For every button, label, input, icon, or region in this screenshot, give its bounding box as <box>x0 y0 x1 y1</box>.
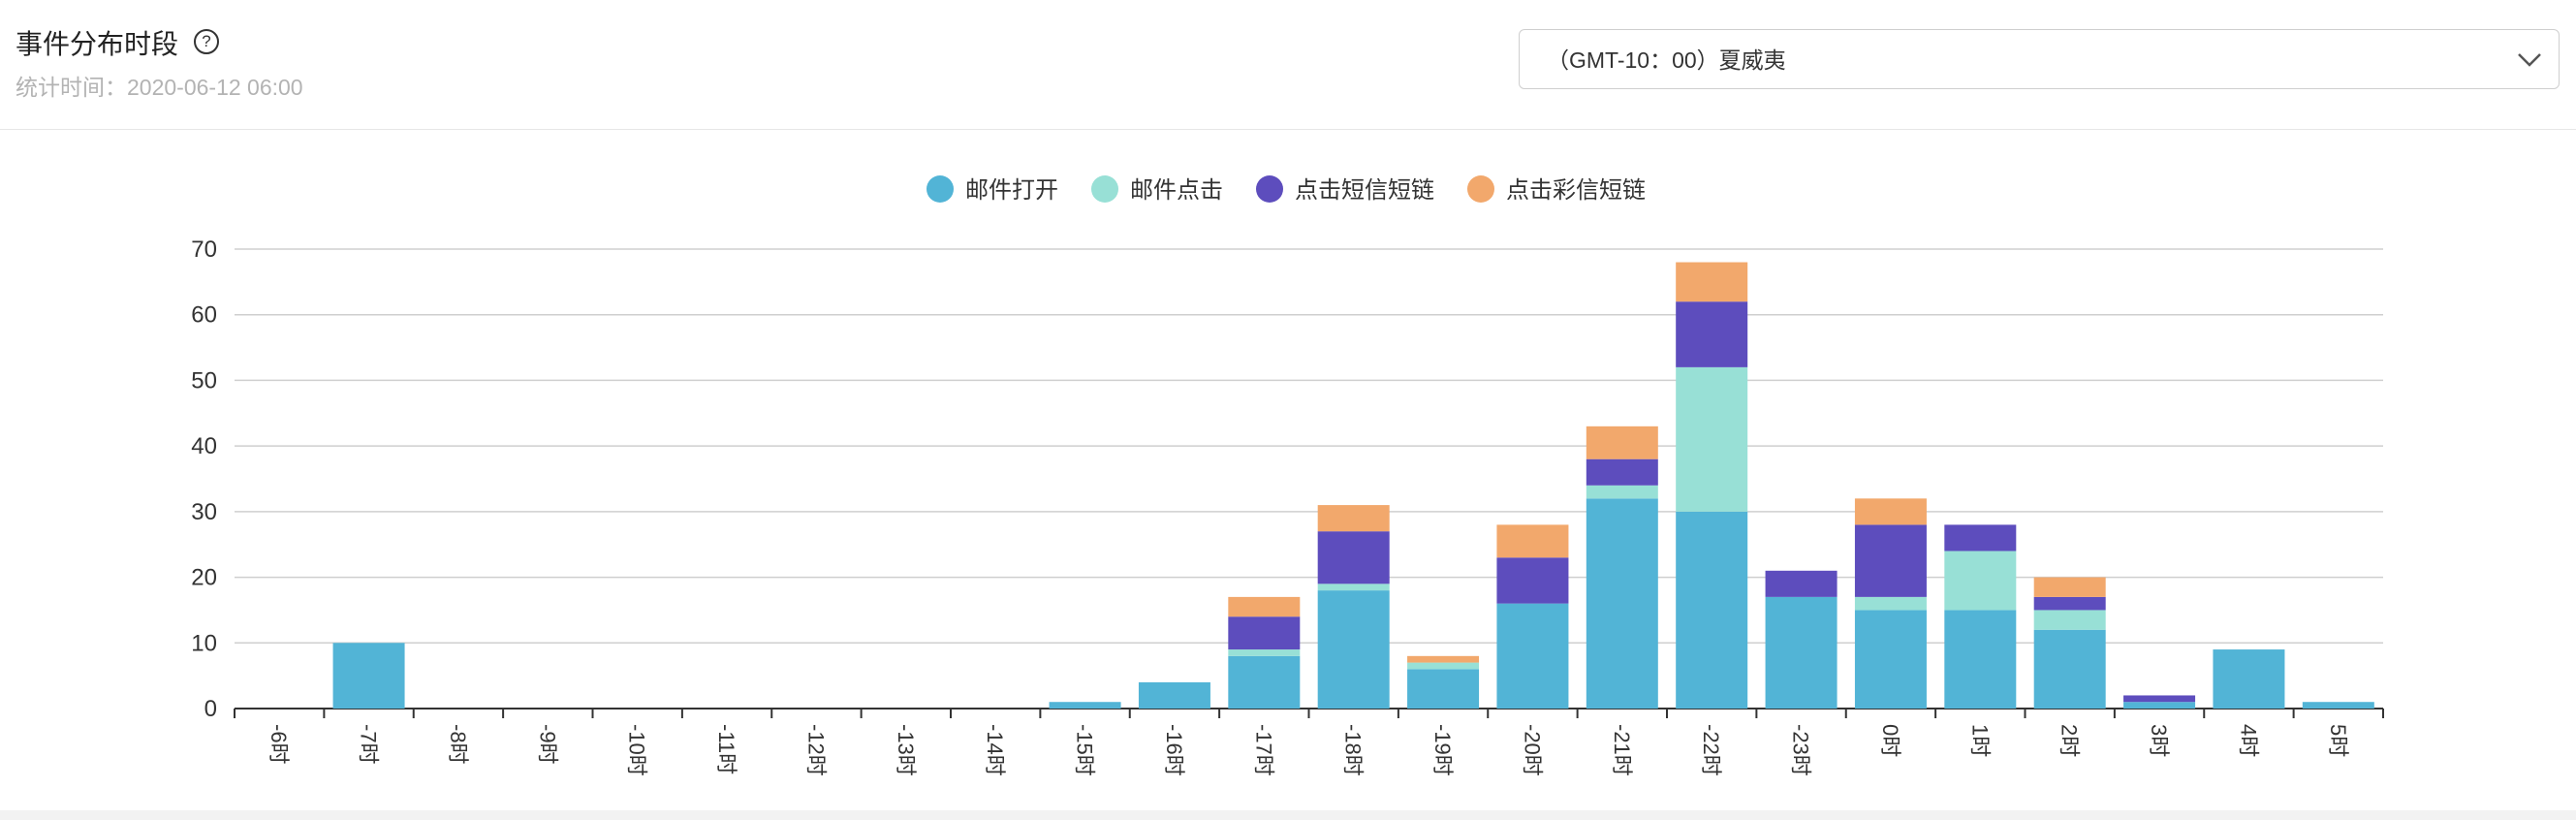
legend-item[interactable]: 点击彩信短链 <box>1467 175 1646 204</box>
x-tick-label: -6时 <box>267 724 291 765</box>
legend-label: 点击彩信短链 <box>1506 177 1646 204</box>
bar-segment[interactable] <box>1317 505 1390 532</box>
y-tick-label: 40 <box>191 433 217 459</box>
y-tick-label: 70 <box>191 237 217 263</box>
bar-segment[interactable] <box>1317 590 1390 709</box>
bar-segment[interactable] <box>1676 366 1748 512</box>
bar-segment[interactable] <box>1496 603 1569 709</box>
bar-segment[interactable] <box>2033 577 2106 597</box>
bar-segment[interactable] <box>2123 702 2196 709</box>
legend-label: 点击短信短链 <box>1295 177 1434 204</box>
bar-segment[interactable] <box>1586 426 1658 459</box>
bar-segment[interactable] <box>1317 583 1390 591</box>
y-tick-label: 30 <box>191 499 217 525</box>
bar-segment[interactable] <box>1407 669 1480 709</box>
header: 事件分布时段 ? 统计时间：2020-06-12 06:00 （GMT-10：0… <box>0 0 2576 130</box>
x-tick-label: -13时 <box>894 724 918 776</box>
bar-segment[interactable] <box>2302 702 2374 709</box>
x-tick-label: -15时 <box>1073 724 1097 776</box>
bar-segment[interactable] <box>1317 531 1390 584</box>
bar-segment[interactable] <box>1228 655 1301 709</box>
x-tick-label: -21时 <box>1610 724 1634 776</box>
bar-segment[interactable] <box>1586 458 1658 486</box>
legend-item[interactable]: 邮件点击 <box>1091 175 1223 204</box>
y-tick-label: 50 <box>191 367 217 394</box>
x-tick-label: -16时 <box>1162 724 1186 776</box>
legend-item[interactable]: 邮件打开 <box>927 175 1058 204</box>
bar-segment[interactable] <box>1407 662 1480 670</box>
x-tick-label: 1时 <box>1967 724 1992 757</box>
x-tick-label: -18时 <box>1341 724 1366 776</box>
bar-segment[interactable] <box>1496 524 1569 558</box>
timezone-value: （GMT-10：00）夏威夷 <box>1547 47 1786 73</box>
x-tick-label: -20时 <box>1520 724 1544 776</box>
legend-marker <box>1467 175 1494 203</box>
x-tick-label: -8时 <box>446 724 470 765</box>
bar-segment[interactable] <box>2123 695 2196 703</box>
legend-label: 邮件打开 <box>965 177 1058 204</box>
x-tick-label: -19时 <box>1430 724 1455 776</box>
bar-segment[interactable] <box>2033 629 2106 709</box>
y-tick-label: 10 <box>191 630 217 656</box>
bar-segment[interactable] <box>2033 596 2106 611</box>
bar-segment[interactable] <box>1854 498 1927 525</box>
bottom-divider <box>0 810 2576 820</box>
chart-bars <box>332 262 2374 709</box>
bar-segment[interactable] <box>1586 485 1658 499</box>
y-axis-ticks: 0 10 20 30 40 50 60 70 <box>191 237 217 722</box>
question-circle-icon[interactable]: ? <box>194 29 219 54</box>
bar-segment[interactable] <box>1586 498 1658 709</box>
y-tick-label: 0 <box>204 696 217 722</box>
x-tick-label: -23时 <box>1789 724 1813 776</box>
bar-segment[interactable] <box>1496 557 1569 604</box>
x-tick-label: 0时 <box>1878 724 1902 757</box>
y-tick-label: 60 <box>191 302 217 329</box>
x-tick-label: -22时 <box>1699 724 1723 776</box>
x-tick-label: 4时 <box>2236 724 2260 757</box>
bar-segment[interactable] <box>1944 610 2017 709</box>
x-tick-label: 5时 <box>2326 724 2350 757</box>
x-tick-label: -9时 <box>535 724 559 765</box>
bar-segment[interactable] <box>1765 570 1838 597</box>
bar-segment[interactable] <box>1944 551 2017 611</box>
legend-label: 邮件点击 <box>1130 177 1223 204</box>
bar-segment[interactable] <box>1765 596 1838 709</box>
legend-marker <box>1256 175 1283 203</box>
y-tick-label: 20 <box>191 565 217 591</box>
chevron-down-icon[interactable] <box>2516 49 2543 69</box>
bar-segment[interactable] <box>1676 301 1748 367</box>
bar-segment[interactable] <box>1407 655 1480 663</box>
bar-segment[interactable] <box>1049 702 1121 709</box>
statistics-time: 统计时间：2020-06-12 06:00 <box>16 75 303 100</box>
x-tick-label: 3时 <box>2147 724 2171 757</box>
x-tick-label: -11时 <box>714 724 738 774</box>
x-tick-label: 2时 <box>2058 724 2082 757</box>
x-tick-label: -12时 <box>803 724 828 776</box>
x-tick-label: -14时 <box>983 724 1007 776</box>
bar-segment[interactable] <box>2213 649 2285 709</box>
bar-segment[interactable] <box>1228 616 1301 650</box>
bar-segment[interactable] <box>1676 511 1748 709</box>
x-tick-label: -10时 <box>625 724 649 776</box>
page-title: 事件分布时段 <box>16 29 179 59</box>
bar-segment[interactable] <box>1944 524 2017 552</box>
x-axis: -6时 -7时 -8时 -9时 -10时 -11时 -12时 -13时 -14时 -15时 -16时… <box>234 709 2384 776</box>
legend-marker <box>1091 175 1118 203</box>
bar-segment[interactable] <box>1138 681 1210 709</box>
x-tick-label: -17时 <box>1251 724 1275 776</box>
bar-segment[interactable] <box>1228 649 1301 656</box>
chart-legend: 邮件打开 邮件点击 点击短信短链 点击彩信短链 <box>927 175 1646 204</box>
bar-segment[interactable] <box>1676 262 1748 302</box>
bar-segment[interactable] <box>1228 596 1301 617</box>
bar-segment[interactable] <box>1854 524 1927 597</box>
bar-segment[interactable] <box>2033 610 2106 630</box>
legend-marker <box>927 175 954 203</box>
x-tick-label: -7时 <box>357 724 381 765</box>
bar-segment[interactable] <box>1854 596 1927 611</box>
timezone-select[interactable]: （GMT-10：00）夏威夷 <box>1519 29 2560 89</box>
bar-segment[interactable] <box>1854 610 1927 709</box>
legend-item[interactable]: 点击短信短链 <box>1256 175 1434 204</box>
bar-segment[interactable] <box>332 643 405 709</box>
